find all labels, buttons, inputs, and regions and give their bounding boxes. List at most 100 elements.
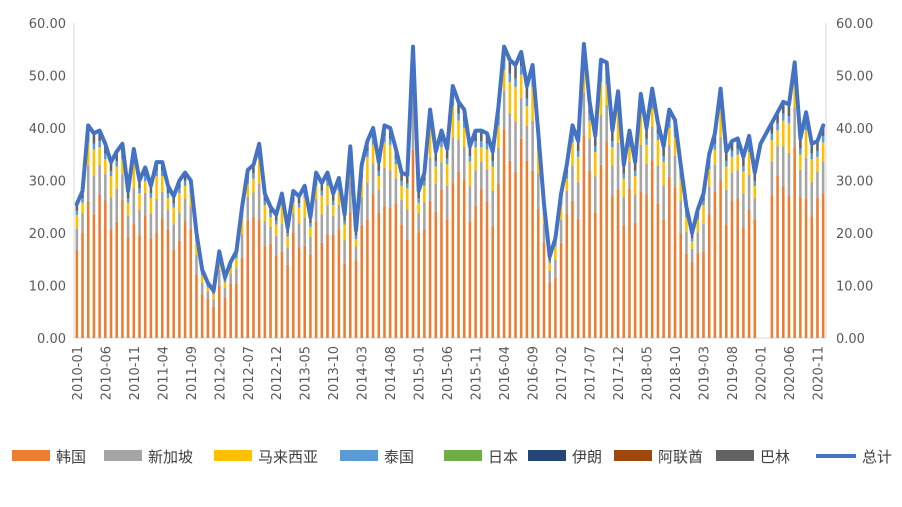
bar-segment [787, 104, 791, 117]
bar-segment [776, 175, 779, 338]
bar-segment [331, 215, 335, 235]
bar-segment [776, 123, 779, 131]
bar-segment [195, 274, 198, 338]
bar-segment [206, 298, 210, 338]
bar-segment [753, 197, 757, 220]
bar-segment [263, 246, 267, 338]
bar-segment [519, 98, 523, 139]
bar-segment [286, 227, 289, 234]
left-y-tick-label: 30.00 [29, 175, 66, 190]
bar-segment [525, 86, 529, 99]
bar-segment [480, 140, 483, 148]
bar-segment [405, 209, 409, 240]
bar-segment [235, 255, 238, 259]
bar-segment [383, 205, 386, 338]
bar-segment [611, 130, 614, 141]
bar-segment [633, 176, 637, 195]
left-y-tick-label: 50.00 [29, 70, 66, 85]
x-tick-label: 2012-12 [270, 346, 285, 400]
bar-segment [770, 139, 774, 162]
bar-segment [229, 267, 232, 274]
bar-segment [776, 112, 779, 124]
bar-segment [571, 142, 574, 166]
bar-segment [86, 142, 90, 166]
bar-segment [599, 164, 603, 338]
bar-segment [252, 216, 255, 338]
bar-segment [799, 138, 802, 149]
x-tick-label: 2018-10 [669, 346, 684, 400]
bar-segment [183, 221, 187, 338]
bar-segment [662, 185, 665, 221]
bar-segment [360, 225, 363, 338]
bar-segment [126, 198, 130, 203]
bar-segment [548, 256, 551, 261]
bar-segment [303, 245, 307, 338]
bar-segment [423, 180, 426, 186]
bar-segment [673, 137, 677, 156]
bar-segment [388, 138, 392, 145]
bar-segment [810, 182, 814, 217]
bar-segment [86, 200, 90, 338]
x-tick-label: 2018-05 [641, 346, 656, 400]
bar-segment [109, 176, 113, 198]
bar-segment [593, 176, 597, 213]
bar-segment [645, 128, 648, 139]
legend-label: 伊朗 [572, 448, 602, 466]
bar-segment [309, 217, 312, 224]
bar-segment [690, 262, 694, 338]
bar-segment [725, 166, 728, 190]
bar-segment [115, 160, 119, 167]
bar-segment [252, 178, 255, 193]
x-tick-label: 2010-06 [99, 346, 114, 400]
bar-segment [297, 223, 301, 248]
bar-segment [451, 106, 455, 138]
bar-segment [770, 161, 774, 196]
bar-segment [582, 135, 586, 338]
bar-segment [816, 150, 819, 157]
bar-segment [514, 172, 517, 338]
legend-label: 巴林 [760, 448, 790, 466]
bar-segment [685, 253, 688, 338]
bar-segment [212, 293, 215, 295]
bar-segment [320, 242, 324, 338]
bar-segment [223, 288, 227, 298]
bar-segment [662, 161, 665, 186]
bar-segment [725, 224, 728, 338]
bar-segment [468, 185, 472, 222]
bar-segment [155, 170, 158, 177]
bar-segment [502, 90, 506, 129]
bar-segment [217, 269, 221, 287]
bar-segment [121, 173, 124, 200]
x-tick-label: 2020-01 [754, 346, 769, 400]
bar-segment [725, 160, 728, 167]
bar-segment [354, 260, 358, 338]
bar-segment [86, 165, 90, 201]
bar-segment [742, 227, 745, 338]
bar-segment [656, 203, 660, 338]
bar-segment [593, 152, 597, 177]
bar-segment [269, 243, 272, 338]
bar-segment [633, 170, 637, 177]
bar-segment [183, 180, 187, 186]
bar-segment [417, 232, 420, 338]
bar-segment [75, 214, 79, 229]
bar-segment [109, 162, 113, 171]
bar-segment [702, 251, 705, 338]
bar-segment [383, 167, 386, 206]
bar-segment [702, 200, 705, 206]
bar-segment [223, 282, 227, 289]
bar-segment [149, 193, 153, 198]
bar-segment [417, 198, 420, 203]
bar-segment [679, 200, 683, 234]
bar-segment [434, 160, 438, 167]
bar-segment [730, 172, 734, 201]
bar-segment [440, 162, 443, 190]
bar-segment [314, 198, 318, 222]
legend-label: 韩国 [56, 448, 86, 466]
bar-segment [474, 205, 477, 338]
bar-segment [92, 214, 96, 338]
bar-segment [474, 170, 477, 206]
bar-segment [126, 202, 130, 216]
bar-segment [405, 188, 409, 210]
